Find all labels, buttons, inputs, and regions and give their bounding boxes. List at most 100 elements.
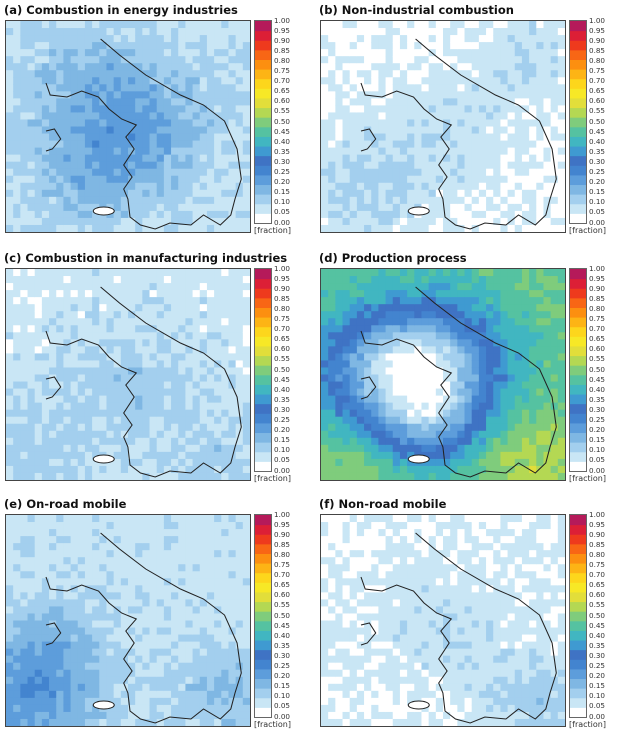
grid-cell [342, 318, 351, 326]
grid-cell [328, 91, 336, 99]
grid-cell [471, 339, 480, 347]
grid-cell [443, 451, 451, 460]
grid-cell [428, 168, 437, 177]
grid-cell [171, 112, 179, 121]
grid-cell [106, 318, 115, 326]
grid-cell [450, 63, 458, 71]
grid-cell [135, 49, 143, 57]
grid-cell [214, 175, 222, 184]
grid-cell [178, 91, 187, 99]
grid-cell [199, 168, 208, 177]
grid-cell [178, 311, 187, 319]
grid-cell [500, 91, 509, 99]
grid-cell [156, 599, 165, 608]
grid-cell [371, 416, 380, 425]
grid-cell [13, 423, 21, 432]
grid-cell [557, 91, 565, 99]
grid-cell [471, 444, 480, 453]
grid-cell [342, 297, 351, 305]
grid-cell [335, 360, 344, 369]
grid-cell [514, 161, 523, 170]
grid-cell [41, 63, 50, 71]
grid-cell [27, 557, 36, 565]
grid-cell [529, 381, 537, 390]
grid-cell [163, 585, 172, 593]
grid-cell [128, 70, 136, 78]
grid-cell [221, 283, 230, 291]
grid-cell [41, 536, 50, 544]
grid-cell [235, 311, 244, 319]
grid-cell [321, 367, 329, 376]
grid-cell [414, 70, 423, 78]
grid-cell [529, 217, 537, 226]
grid-cell [142, 70, 151, 78]
grid-cell [27, 402, 36, 411]
grid-cell [113, 147, 122, 156]
grid-cell [6, 592, 14, 600]
grid-cell [206, 189, 215, 198]
grid-cell [407, 147, 415, 156]
grid-cell [428, 56, 437, 64]
grid-cell [171, 196, 179, 205]
grid-cell [349, 395, 358, 404]
grid-cell [163, 634, 172, 643]
grid-cell [335, 297, 344, 305]
grid-cell [27, 669, 36, 678]
grid-cell [49, 112, 57, 121]
grid-cell [49, 683, 57, 692]
grid-cell [13, 536, 21, 544]
grid-cell [471, 311, 480, 319]
grid-cell [235, 42, 244, 50]
grid-cell [142, 641, 151, 650]
grid-cell [6, 627, 14, 636]
grid-cell [199, 423, 208, 432]
grid-cell [13, 550, 21, 558]
grid-cell [321, 304, 329, 312]
grid-cell [199, 140, 208, 149]
grid-cell [77, 189, 86, 198]
grid-cell [342, 63, 351, 71]
grid-cell [120, 465, 129, 474]
grid-cell [407, 360, 415, 369]
colorbar-tick-label: 0.45 [274, 374, 291, 384]
grid-cell [113, 648, 122, 657]
grid-cell [392, 395, 401, 404]
grid-cell [92, 140, 100, 149]
grid-cell [142, 676, 151, 685]
grid-cell [142, 451, 151, 460]
colorbar-swatch [570, 422, 586, 434]
grid-cell [486, 332, 494, 340]
grid-cell [399, 196, 408, 205]
grid-cell [20, 409, 29, 418]
grid-cell [41, 28, 50, 36]
grid-cell [450, 325, 458, 333]
grid-cell [92, 367, 100, 376]
grid-cell [228, 388, 237, 397]
grid-cell [378, 444, 387, 453]
grid-cell [156, 388, 165, 397]
grid-cell [221, 35, 230, 43]
grid-cell [142, 367, 151, 376]
grid-cell [41, 592, 50, 600]
colorbar-swatch [570, 317, 586, 328]
grid-cell [20, 283, 29, 291]
grid-cell [543, 98, 552, 106]
grid-cell [557, 105, 565, 114]
grid-cell [77, 536, 86, 544]
grid-cell [543, 374, 552, 383]
grid-cell [92, 304, 100, 312]
colorbar-tick-label: 0.75 [589, 66, 606, 75]
grid-cell [6, 283, 14, 291]
grid-cell [500, 49, 509, 57]
grid-cell [142, 697, 151, 706]
grid-cell [163, 133, 172, 142]
grid-cell [163, 662, 172, 671]
grid-cell [135, 105, 143, 114]
grid-cell [371, 175, 380, 184]
grid-cell [235, 168, 244, 177]
grid-cell [13, 91, 21, 99]
grid-cell [49, 196, 57, 205]
grid-cell [214, 70, 222, 78]
grid-cell [178, 42, 187, 50]
grid-cell [84, 161, 93, 170]
